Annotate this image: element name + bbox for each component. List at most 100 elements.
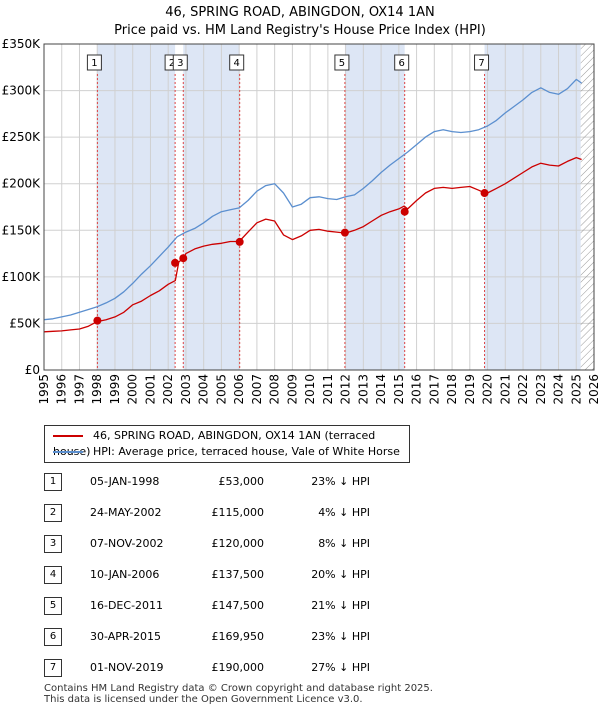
table-row: 2 24-MAY-2002 £115,000 4% ↓ HPI <box>44 503 384 523</box>
sale-price: £120,000 <box>211 537 265 550</box>
sale-price: £53,000 <box>218 475 265 488</box>
sale-number-box <box>474 54 490 71</box>
sale-hpi-diff: 23% ↓ HPI <box>311 475 370 488</box>
sale-number-label: 1 <box>91 58 97 69</box>
sale-number-box <box>394 54 410 71</box>
sale-hpi-diff: 21% ↓ HPI <box>311 599 370 612</box>
table-row: 1 05-JAN-1998 £53,000 23% ↓ HPI <box>44 472 384 492</box>
sale-number: 5 <box>44 597 62 615</box>
x-tick-label: 2005 <box>214 374 228 405</box>
sale-number: 6 <box>44 628 62 646</box>
x-tick-label: 1998 <box>90 374 104 405</box>
x-tick-label: 2023 <box>534 374 548 405</box>
sale-number-label: 2 <box>169 58 175 69</box>
shaded-period-band <box>484 44 581 370</box>
legend-label-hpi: HPI: Average price, terraced house, Vale… <box>93 445 400 458</box>
plot-frame <box>43 43 595 371</box>
sale-date: 01-NOV-2019 <box>90 661 164 674</box>
y-tick-label: £350K <box>2 37 42 51</box>
sale-number-label: 7 <box>478 58 484 69</box>
x-tick-label: 2020 <box>481 374 495 405</box>
x-tick-label: 2000 <box>126 374 140 405</box>
sale-date: 30-APR-2015 <box>90 630 162 643</box>
y-tick-label: £300K <box>2 84 42 98</box>
x-tick-label: 2017 <box>427 374 441 405</box>
sale-price: £137,500 <box>211 568 265 581</box>
sale-number: 3 <box>44 535 62 553</box>
x-tick-label: 2002 <box>161 374 175 405</box>
sale-hpi-diff: 8% ↓ HPI <box>318 537 370 550</box>
x-tick-label: 2022 <box>516 374 530 405</box>
sale-number-box <box>229 54 245 71</box>
sale-point <box>179 254 188 263</box>
sale-point <box>340 228 349 237</box>
footer-line-1: Contains HM Land Registry data © Crown c… <box>44 683 433 694</box>
x-tick-label: 2003 <box>179 374 193 405</box>
chart-legend: 46, SPRING ROAD, ABINGDON, OX14 1AN (ter… <box>44 425 410 463</box>
property-price-line <box>43 156 582 333</box>
x-tick-label: 2004 <box>197 374 211 405</box>
x-tick-label: 2012 <box>339 374 353 405</box>
x-tick-label: 2007 <box>250 374 264 405</box>
sale-point <box>480 189 489 198</box>
sale-number-label: 5 <box>339 58 345 69</box>
sale-point <box>400 207 409 216</box>
x-tick-label: 2018 <box>445 374 459 405</box>
legend-item-hpi: HPI: Average price, terraced house, Vale… <box>53 444 400 460</box>
x-tick-label: 1996 <box>55 374 69 405</box>
y-tick-label: £200K <box>2 177 42 191</box>
x-tick-label: 2014 <box>374 374 388 405</box>
y-tick-label: £100K <box>2 270 42 284</box>
sale-point <box>235 237 244 246</box>
sale-point <box>171 258 180 267</box>
footer-attribution: Contains HM Land Registry data © Crown c… <box>44 683 433 705</box>
forecast-hatch-region <box>580 44 594 370</box>
sale-number-label: 3 <box>177 58 183 69</box>
x-tick-label: 2026 <box>587 374 600 405</box>
sale-point <box>93 316 102 325</box>
sale-number: 1 <box>44 473 62 491</box>
sale-number-box <box>334 54 350 71</box>
footer-line-2: This data is licensed under the Open Gov… <box>44 694 363 705</box>
sale-hpi-diff: 20% ↓ HPI <box>311 568 370 581</box>
shaded-period-band <box>97 44 176 370</box>
sale-number-label: 6 <box>399 58 405 69</box>
sale-price: £190,000 <box>211 661 265 674</box>
sale-number-label: 4 <box>234 58 240 69</box>
sale-price: £147,500 <box>211 599 265 612</box>
sale-hpi-diff: 27% ↓ HPI <box>311 661 370 674</box>
legend-item-property: 46, SPRING ROAD, ABINGDON, OX14 1AN (ter… <box>53 428 409 458</box>
x-tick-label: 2019 <box>463 374 477 405</box>
sale-date: 10-JAN-2006 <box>90 568 160 581</box>
table-row: 6 30-APR-2015 £169,950 23% ↓ HPI <box>44 627 384 647</box>
x-tick-label: 2024 <box>552 374 566 405</box>
x-tick-label: 2011 <box>321 374 335 405</box>
table-row: 5 16-DEC-2011 £147,500 21% ↓ HPI <box>44 596 384 616</box>
y-tick-label: £0 <box>25 363 40 377</box>
sale-date: 05-JAN-1998 <box>90 475 160 488</box>
sale-date: 16-DEC-2011 <box>90 599 164 612</box>
sale-number-box <box>172 54 188 71</box>
chart-subtitle: Price paid vs. HM Land Registry's House … <box>114 23 486 38</box>
y-tick-label: £150K <box>2 223 42 237</box>
sale-number-box <box>86 54 102 71</box>
x-tick-label: 2006 <box>232 374 246 405</box>
legend-swatch-hpi <box>53 451 83 453</box>
sale-hpi-diff: 4% ↓ HPI <box>318 506 370 519</box>
x-tick-label: 2008 <box>268 374 282 405</box>
table-row: 7 01-NOV-2019 £190,000 27% ↓ HPI <box>44 658 384 678</box>
x-tick-label: 2013 <box>356 374 370 405</box>
sale-price: £169,950 <box>211 630 265 643</box>
chart-title-block: 46, SPRING ROAD, ABINGDON, OX14 1AN Pric… <box>0 4 600 40</box>
sale-price: £115,000 <box>211 506 265 519</box>
x-tick-label: 2009 <box>285 374 299 405</box>
table-row: 4 10-JAN-2006 £137,500 20% ↓ HPI <box>44 565 384 585</box>
y-tick-label: £250K <box>2 130 42 144</box>
chart-title: 46, SPRING ROAD, ABINGDON, OX14 1AN <box>165 5 435 20</box>
shaded-period-band <box>344 44 405 370</box>
hpi-line <box>43 78 582 321</box>
x-tick-label: 2021 <box>498 374 512 405</box>
x-tick-label: 1999 <box>108 374 122 405</box>
y-tick-label: £50K <box>9 316 41 330</box>
